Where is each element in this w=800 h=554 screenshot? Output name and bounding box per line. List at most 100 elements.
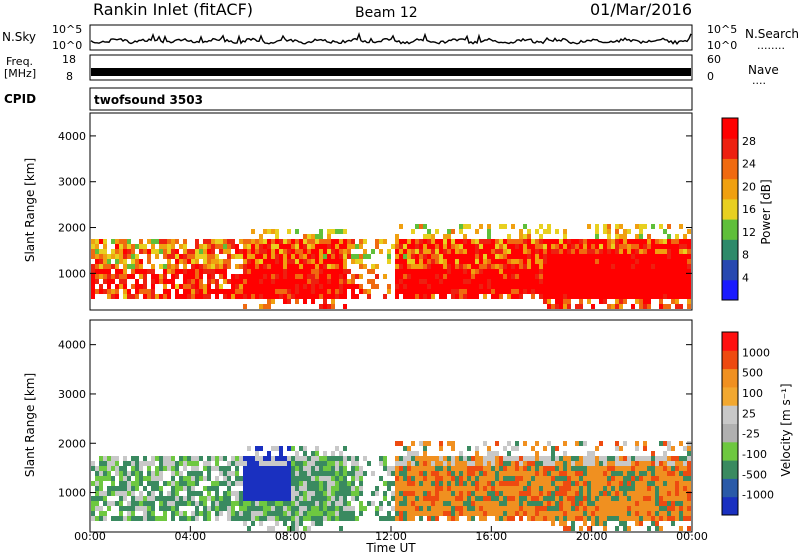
heatmap-cell xyxy=(591,304,595,309)
heatmap-cell xyxy=(687,461,691,466)
heatmap-cell xyxy=(271,264,275,269)
heatmap-cell xyxy=(91,274,95,279)
heatmap-cell xyxy=(603,294,607,299)
heatmap-cell xyxy=(603,224,607,229)
freq-tick-top: 18 xyxy=(62,53,76,66)
heatmap-cell xyxy=(355,259,359,264)
heatmap-cell xyxy=(459,274,463,279)
heatmap-cell xyxy=(195,476,199,481)
heatmap-cell xyxy=(275,506,279,511)
heatmap-cell xyxy=(195,269,199,274)
heatmap-cell xyxy=(199,269,203,274)
heatmap-cell xyxy=(203,496,207,501)
heatmap-cell xyxy=(243,481,247,486)
heatmap-cell xyxy=(575,279,579,284)
heatmap-cell xyxy=(643,466,647,471)
heatmap-cell xyxy=(515,506,519,511)
heatmap-cell xyxy=(131,511,135,516)
heatmap-cell xyxy=(455,476,459,481)
heatmap-cell xyxy=(499,279,503,284)
heatmap-cell xyxy=(283,521,287,526)
heatmap-cell xyxy=(391,481,395,486)
heatmap-cell xyxy=(303,274,307,279)
heatmap-cell xyxy=(459,476,463,481)
heatmap-cell xyxy=(179,254,183,259)
heatmap-cell xyxy=(395,506,399,511)
heatmap-cell xyxy=(547,224,551,229)
heatmap-cell xyxy=(179,486,183,491)
heatmap-cell xyxy=(335,456,339,461)
heatmap-cell xyxy=(571,259,575,264)
heatmap-cell xyxy=(575,496,579,501)
heatmap-cell xyxy=(411,279,415,284)
heatmap-cell xyxy=(239,274,243,279)
heatmap-cell xyxy=(259,284,263,289)
heatmap-cell xyxy=(427,249,431,254)
heatmap-cell xyxy=(283,299,287,304)
heatmap-cell xyxy=(471,471,475,476)
heatmap-cell xyxy=(259,259,263,264)
heatmap-cell xyxy=(323,481,327,486)
heatmap-cell xyxy=(619,284,623,289)
heatmap-cell xyxy=(315,289,319,294)
heatmap-cell xyxy=(147,461,151,466)
heatmap-cell xyxy=(491,466,495,471)
heatmap-cell xyxy=(155,456,159,461)
heatmap-cell xyxy=(155,481,159,486)
heatmap-cell xyxy=(159,294,163,299)
heatmap-cell xyxy=(159,491,163,496)
heatmap-cell xyxy=(411,511,415,516)
heatmap-cell xyxy=(351,289,355,294)
heatmap-cell xyxy=(463,239,467,244)
heatmap-cell xyxy=(551,486,555,491)
heatmap-cell xyxy=(243,506,247,511)
heatmap-cell xyxy=(679,249,683,254)
heatmap-cell xyxy=(235,456,239,461)
heatmap-cell xyxy=(595,244,599,249)
heatmap-cell xyxy=(655,476,659,481)
heatmap-cell xyxy=(395,249,399,254)
heatmap-cell xyxy=(543,476,547,481)
heatmap-cell xyxy=(171,239,175,244)
heatmap-cell xyxy=(175,511,179,516)
heatmap-cell xyxy=(515,254,519,259)
heatmap-cell xyxy=(271,254,275,259)
heatmap-cell xyxy=(583,476,587,481)
heatmap-cell xyxy=(627,239,631,244)
heatmap-cell xyxy=(571,269,575,274)
heatmap-cell xyxy=(503,259,507,264)
heatmap-cell xyxy=(655,249,659,254)
heatmap-cell xyxy=(299,521,303,526)
heatmap-cell xyxy=(467,486,471,491)
heatmap-cell xyxy=(223,239,227,244)
heatmap-cell xyxy=(579,284,583,289)
heatmap-cell xyxy=(359,511,363,516)
heatmap-cell xyxy=(623,486,627,491)
heatmap-cell xyxy=(455,481,459,486)
heatmap-cell xyxy=(523,269,527,274)
heatmap-cell xyxy=(539,486,543,491)
heatmap-cell xyxy=(543,249,547,254)
heatmap-cell xyxy=(223,274,227,279)
heatmap-cell xyxy=(447,511,451,516)
heatmap-cell xyxy=(519,274,523,279)
heatmap-cell xyxy=(459,471,463,476)
heatmap-cell xyxy=(655,496,659,501)
heatmap-cell xyxy=(107,471,111,476)
heatmap-cell xyxy=(403,456,407,461)
heatmap-cell xyxy=(523,264,527,269)
heatmap-cell xyxy=(259,304,263,309)
heatmap-cell xyxy=(311,496,315,501)
heatmap-cell xyxy=(503,506,507,511)
heatmap-cell xyxy=(535,506,539,511)
heatmap-cell xyxy=(323,486,327,491)
heatmap-cell xyxy=(479,274,483,279)
heatmap-cell xyxy=(451,294,455,299)
heatmap-cell xyxy=(331,229,335,234)
heatmap-cell xyxy=(539,471,543,476)
heatmap-cell xyxy=(459,496,463,501)
heatmap-cell xyxy=(539,476,543,481)
heatmap-cell xyxy=(255,461,259,466)
heatmap-cell xyxy=(587,274,591,279)
heatmap-cell xyxy=(339,461,343,466)
